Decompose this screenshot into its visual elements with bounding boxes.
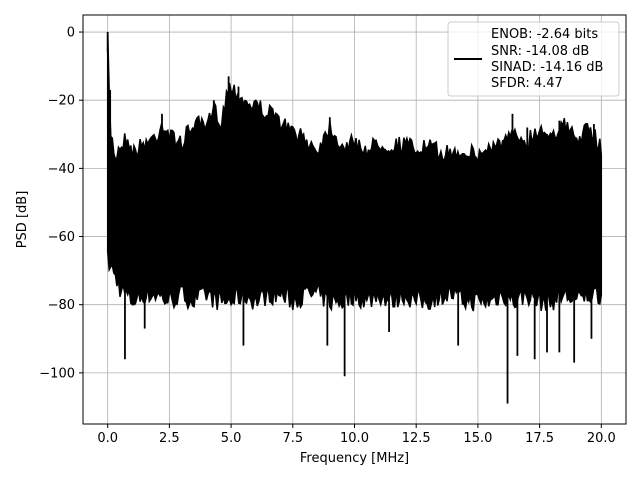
series-line-psd	[106, 31, 603, 312]
y-axis-ticks: 0 −20 −40 −60 −80 −100	[39, 26, 83, 381]
y-tick-label: −60	[48, 230, 75, 245]
legend-box	[447, 21, 620, 97]
x-tick-label: 15.0	[463, 431, 492, 446]
x-tick-label: 2.5	[159, 431, 180, 446]
legend: ENOB: -2.64 bits SNR: -14.08 dB SINAD: -…	[447, 21, 620, 97]
x-tick-label: 20.0	[587, 431, 616, 446]
y-tick-label: −100	[39, 366, 75, 381]
legend-entry-sinad: SINAD: -14.16 dB	[491, 60, 603, 75]
y-axis-title: PSD [dB]	[15, 191, 30, 249]
x-tick-label: 0.0	[97, 431, 118, 446]
x-tick-label: 12.5	[402, 431, 431, 446]
y-tick-label: −20	[48, 94, 75, 109]
x-tick-label: 5.0	[221, 431, 242, 446]
y-tick-label: −80	[48, 298, 75, 313]
legend-entry-snr: SNR: -14.08 dB	[491, 44, 589, 59]
legend-entry-sfdr: SFDR: 4.47	[491, 76, 563, 91]
x-tick-label: 17.5	[525, 431, 554, 446]
x-tick-label: 7.5	[282, 431, 303, 446]
x-tick-label: 10.0	[340, 431, 369, 446]
y-tick-label: 0	[67, 26, 75, 41]
y-tick-label: −40	[48, 162, 75, 177]
x-axis-ticks: 0.0 2.5 5.0 7.5 10.0 12.5 15.0 17.5 20.0	[97, 424, 616, 446]
series-spikes	[106, 32, 595, 404]
psd-series	[106, 31, 603, 404]
x-axis-title: Frequency [MHz]	[300, 451, 409, 466]
legend-entry-enob: ENOB: -2.64 bits	[491, 27, 598, 42]
